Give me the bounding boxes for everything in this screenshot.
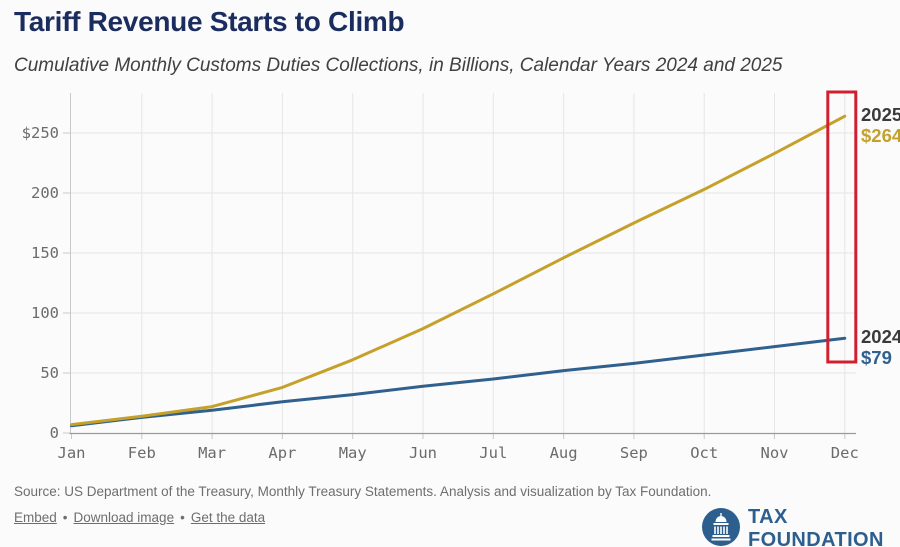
tax-foundation-logo: TAX FOUNDATION [702, 506, 900, 547]
annotation-2025: 2025 $264 [861, 104, 900, 146]
series-line-2024 [70, 336, 847, 428]
series-line-2025 [70, 114, 847, 427]
x-tick-label: Nov [761, 444, 789, 462]
y-tick-label: 50 [40, 364, 59, 382]
y-tick-label: 100 [31, 304, 59, 322]
logo-wordmark: TAX FOUNDATION [748, 506, 884, 547]
x-tick-label: May [339, 444, 367, 462]
y-tick-label: 150 [31, 244, 59, 262]
x-tick-label: Jul [479, 444, 507, 462]
x-tick-label: Jan [58, 444, 86, 462]
capitol-dome-icon [702, 507, 740, 547]
annotation-2024: 2024 $79 [861, 326, 900, 368]
download-image-link[interactable]: Download image [73, 510, 175, 525]
x-tick-label: Sep [620, 444, 648, 462]
x-tick-label: Dec [831, 444, 859, 462]
chart-subtitle: Cumulative Monthly Customs Duties Collec… [14, 55, 783, 76]
series-value-2024: $79 [861, 347, 892, 369]
x-tick-label: Jun [409, 444, 437, 462]
x-tick-label: Apr [268, 444, 296, 462]
y-tick-label: 0 [50, 424, 59, 442]
y-tick-label: $250 [22, 124, 59, 142]
source-note: Source: US Department of the Treasury, M… [14, 484, 712, 499]
series-name-2025: 2025 [861, 104, 900, 126]
x-tick-label: Aug [550, 444, 578, 462]
chart-title: Tariff Revenue Starts to Climb [14, 6, 405, 37]
x-tick-label: Feb [128, 444, 156, 462]
series-value-2025: $264 [861, 125, 900, 147]
link-separator: • [180, 510, 185, 525]
get-the-data-link[interactable]: Get the data [190, 510, 266, 525]
footer-links: Embed • Download image • Get the data [14, 510, 265, 525]
link-separator: • [62, 510, 68, 525]
embed-link[interactable]: Embed [14, 510, 57, 525]
y-tick-label: 200 [31, 184, 59, 202]
series-name-2024: 2024 [861, 326, 900, 348]
x-tick-label: Oct [690, 444, 718, 462]
x-tick-label: Mar [198, 444, 226, 462]
highlight-box [826, 90, 858, 364]
